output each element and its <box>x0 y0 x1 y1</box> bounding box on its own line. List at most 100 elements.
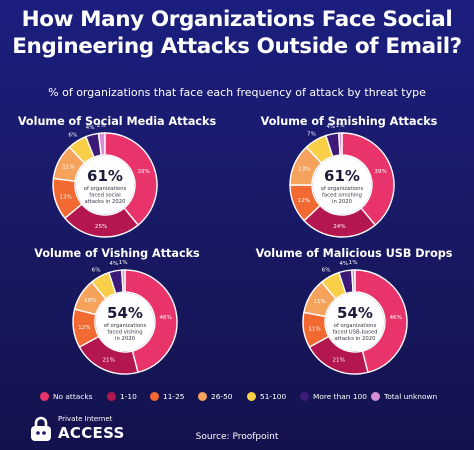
slice-label-1-10: 24% <box>333 224 345 230</box>
legend-item-no-attacks: No attacks <box>40 392 92 401</box>
donut-slice-51-100 <box>320 271 347 300</box>
slice-label-51-100: 6% <box>68 132 77 138</box>
panel-title-smishing: Volume of Smishing Attacks <box>260 115 438 128</box>
legend-label: Total unknown <box>384 392 438 401</box>
brand-logo: Private Internet ACCESS <box>30 414 150 444</box>
legend-item-1-10: 1-10 <box>107 392 137 401</box>
donut-slice-no-attacks <box>124 269 178 374</box>
center-value: 61% <box>324 167 360 185</box>
donut-slice-26-50 <box>73 280 107 316</box>
donut-slice-no-attacks <box>104 132 158 227</box>
center-caption-line: of organizations <box>84 186 127 192</box>
slice-label-total-unknown: 1% <box>349 260 358 266</box>
legend-item-11-25: 11-25 <box>150 392 184 401</box>
slice-label-no-attacks: 46% <box>389 315 401 321</box>
legend-label: More than 100 <box>313 392 367 401</box>
donut-slice-more-than-100 <box>338 269 354 295</box>
legend-swatch <box>371 392 380 401</box>
source-note: Source: Proofpoint <box>195 432 279 442</box>
donut-center <box>325 292 385 352</box>
legend-item-more-than-100: More than 100 <box>300 392 367 401</box>
slice-label-51-100: 7% <box>307 131 316 137</box>
panel-title-social-media: Volume of Social Media Attacks <box>17 115 217 128</box>
chart-main-title: How Many Organizations Face Social Engine… <box>12 7 462 59</box>
donut-slice-11-25 <box>302 311 330 349</box>
chart-legend: No attacks 1-10 11-25 26-50 51-100 More … <box>40 392 460 406</box>
slice-label-1-10: 21% <box>102 358 114 364</box>
slice-label-1-10: 25% <box>95 224 107 230</box>
donut-slice-1-10 <box>78 335 139 375</box>
donut-slice-26-50 <box>52 146 86 183</box>
donut-slice-total-unknown <box>97 132 106 157</box>
donut-slice-no-attacks <box>341 132 395 227</box>
slice-label-1-10: 21% <box>332 358 344 364</box>
legend-item-26-50: 26-50 <box>198 392 232 401</box>
panel-title-usb-drops: Volume of Malicious USB Drops <box>255 247 453 260</box>
donut-slice-11-25 <box>289 184 322 222</box>
center-caption-line: attacks in 2020 <box>334 336 376 342</box>
center-caption-line: of organizations <box>334 323 377 329</box>
donut-slice-total-unknown <box>120 269 126 293</box>
donut-slice-more-than-100 <box>84 132 103 159</box>
padlock-icon <box>31 416 51 441</box>
slice-label-more-than-100: 4% <box>339 261 348 267</box>
legend-swatch <box>300 392 309 401</box>
legend-item-total-unknown: Total unknown <box>371 392 437 401</box>
slice-label-no-attacks: 46% <box>159 315 171 321</box>
slice-label-total-unknown: 1% <box>119 260 128 266</box>
donut-center <box>95 292 155 352</box>
center-caption-line: of organizations <box>321 186 364 192</box>
donut-slice-1-10 <box>63 203 140 238</box>
slice-label-more-than-100: 4% <box>109 261 118 267</box>
donut-slice-26-50 <box>289 146 323 186</box>
slice-label-11-25: 12% <box>78 325 90 331</box>
donut-slice-11-25 <box>52 177 83 220</box>
donut-slice-51-100 <box>68 135 95 165</box>
panel-title-vishing: Volume of Vishing Attacks <box>34 247 200 260</box>
center-caption-line: faced USB-based <box>332 330 377 336</box>
slice-label-no-attacks: 39% <box>137 169 149 175</box>
slice-label-11-25: 12% <box>298 198 310 204</box>
chart-subtitle: % of organizations that face each freque… <box>48 86 426 99</box>
donut-slice-51-100 <box>305 134 334 165</box>
donut-slice-no-attacks <box>354 269 408 374</box>
donut-slice-26-50 <box>303 280 337 318</box>
legend-label: 51-100 <box>260 392 287 401</box>
legend-item-51-100: 51-100 <box>247 392 286 401</box>
slice-label-26-50: 10% <box>84 298 96 304</box>
donut-slice-total-unknown <box>350 269 356 293</box>
donut-center <box>75 155 135 215</box>
slice-label-26-50: 11% <box>62 164 74 170</box>
donut-slice-more-than-100 <box>325 132 341 158</box>
donut-slice-11-25 <box>72 308 100 349</box>
donut-slice-1-10 <box>303 204 377 238</box>
slice-label-26-50: 11% <box>313 299 325 305</box>
center-value: 54% <box>337 304 373 322</box>
donut-slice-51-100 <box>90 271 117 300</box>
legend-label: 26-50 <box>211 392 233 401</box>
center-caption-line: faced smishing <box>322 193 362 199</box>
slice-label-51-100: 6% <box>92 267 101 273</box>
donut-slice-total-unknown <box>337 132 343 156</box>
center-value: 61% <box>87 167 123 185</box>
legend-label: 1-10 <box>120 392 137 401</box>
donut-slice-more-than-100 <box>108 269 124 295</box>
center-caption-line: faced vishing <box>107 330 142 336</box>
center-caption-line: of organizations <box>104 323 147 329</box>
slice-label-no-attacks: 39% <box>374 169 386 175</box>
legend-swatch <box>40 392 49 401</box>
slice-label-11-25: 11% <box>308 326 320 332</box>
center-caption-line: in 2020 <box>332 199 353 205</box>
center-value: 54% <box>107 304 143 322</box>
legend-label: 11-25 <box>163 392 185 401</box>
legend-swatch <box>247 392 256 401</box>
slice-label-26-50: 13% <box>298 167 310 173</box>
slice-label-51-100: 6% <box>322 267 331 273</box>
legend-swatch <box>150 392 159 401</box>
center-caption-line: in 2020 <box>115 336 136 342</box>
legend-swatch <box>198 392 207 401</box>
